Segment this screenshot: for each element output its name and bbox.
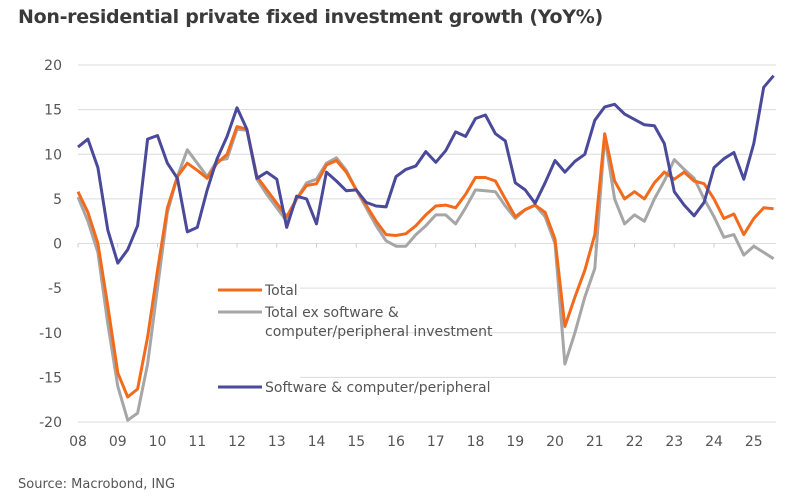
legend-label: computer/peripheral investment bbox=[265, 324, 493, 340]
series-line-1 bbox=[76, 127, 775, 422]
x-tick-label: 08 bbox=[69, 434, 87, 450]
x-tick-label: 21 bbox=[586, 434, 604, 450]
y-tick-label: 5 bbox=[53, 192, 62, 208]
x-tick-label: 11 bbox=[188, 434, 206, 450]
y-tick-label: 20 bbox=[44, 58, 62, 74]
x-tick-label: 13 bbox=[268, 434, 286, 450]
legend-label: Total ex software & bbox=[264, 305, 399, 321]
x-tick-label: 24 bbox=[705, 434, 723, 450]
x-tick-label: 17 bbox=[427, 434, 445, 450]
series-line-0 bbox=[76, 125, 774, 399]
y-tick-label: -20 bbox=[39, 415, 62, 431]
source-note: Source: Macrobond, ING bbox=[18, 477, 176, 492]
x-tick-label: 22 bbox=[626, 434, 644, 450]
legend-label: Total bbox=[264, 283, 298, 299]
x-tick-label: 20 bbox=[546, 434, 564, 450]
x-tick-label: 23 bbox=[665, 434, 683, 450]
series-line-2 bbox=[77, 74, 775, 265]
legend-label: Software & computer/peripheral bbox=[265, 380, 491, 396]
x-tick-label: 19 bbox=[506, 434, 524, 450]
x-tick-label: 09 bbox=[109, 434, 127, 450]
x-tick-label: 14 bbox=[308, 434, 326, 450]
x-tick-label: 12 bbox=[228, 434, 246, 450]
y-tick-label: 0 bbox=[53, 237, 62, 253]
y-tick-label: -5 bbox=[48, 281, 62, 297]
y-tick-label: -15 bbox=[39, 370, 62, 386]
y-tick-label: 15 bbox=[44, 103, 62, 119]
x-tick-label: 25 bbox=[745, 434, 763, 450]
x-tick-label: 16 bbox=[387, 434, 405, 450]
chart-title: Non-residential private fixed investment… bbox=[18, 6, 603, 28]
x-tick-label: 18 bbox=[467, 434, 485, 450]
y-tick-label: 10 bbox=[44, 147, 62, 163]
y-tick-label: -10 bbox=[39, 326, 62, 342]
x-tick-label: 15 bbox=[347, 434, 365, 450]
x-tick-label: 10 bbox=[149, 434, 167, 450]
